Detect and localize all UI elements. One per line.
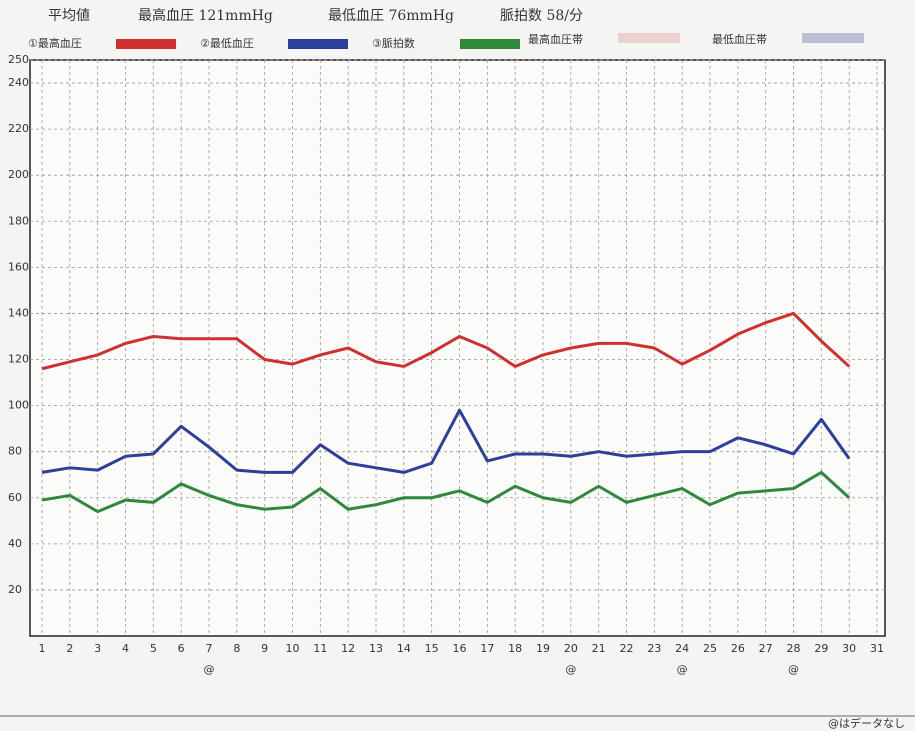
- x-tick-label: 24: [675, 642, 689, 655]
- x-tick-label: 6: [178, 642, 185, 655]
- x-tick-label: 22: [620, 642, 634, 655]
- legend-label: ①最高血圧: [28, 36, 82, 50]
- footer-note: @はデータなし: [828, 716, 905, 730]
- summary-text: 最低血圧 76mmHg: [328, 8, 454, 24]
- x-tick-label: 26: [731, 642, 745, 655]
- y-tick-label: 180: [8, 214, 29, 227]
- x-tick-label: 5: [150, 642, 157, 655]
- x-tick-label: 31: [870, 642, 884, 655]
- y-tick-label: 250: [8, 53, 29, 66]
- x-tick-label: 15: [425, 642, 439, 655]
- summary-text: 最高血圧 121mmHg: [138, 7, 273, 24]
- x-tick-label: 18: [508, 642, 522, 655]
- series-line: [41, 408, 851, 474]
- x-tick-label: 20: [564, 642, 578, 655]
- y-tick-label: 140: [8, 306, 29, 319]
- x-tick-label: 7: [206, 642, 213, 655]
- legend-swatch: [618, 33, 680, 43]
- y-tick-label: 160: [8, 260, 29, 273]
- y-tick-label: 100: [8, 399, 29, 412]
- plot-frame: [29, 59, 886, 637]
- y-tick-label: 240: [8, 76, 29, 89]
- x-tick-label: 17: [480, 642, 494, 655]
- x-tick-label: 8: [233, 642, 240, 655]
- x-tick-label: 3: [94, 642, 101, 655]
- legend-swatch: [802, 33, 864, 43]
- y-tick-label: 40: [8, 537, 22, 550]
- x-tick-label: 21: [592, 642, 606, 655]
- missing-marker: @: [788, 663, 799, 676]
- legend-swatch: [460, 39, 520, 49]
- summary-text: 脈拍数 58/分: [500, 8, 583, 24]
- x-tick-label: 27: [759, 642, 773, 655]
- x-tick-label: 10: [286, 642, 300, 655]
- x-tick-label: 4: [122, 642, 129, 655]
- x-tick-label: 14: [397, 642, 411, 655]
- missing-marker: @: [204, 663, 215, 676]
- x-tick-label: 11: [313, 642, 327, 655]
- y-tick-label: 20: [8, 583, 22, 596]
- series-line: [41, 311, 851, 371]
- missing-marker: @: [677, 663, 688, 676]
- legend-label: ②最低血圧: [200, 36, 254, 50]
- y-tick-label: 200: [8, 168, 29, 181]
- y-tick-label: 220: [8, 122, 29, 135]
- missing-marker: @: [565, 663, 576, 676]
- legend-label: ③脈拍数: [372, 36, 415, 50]
- x-tick-label: 19: [536, 642, 550, 655]
- summary-text: 平均値: [48, 8, 90, 24]
- x-tick-label: 1: [39, 642, 46, 655]
- x-tick-label: 25: [703, 642, 717, 655]
- series-line: [41, 470, 851, 514]
- x-tick-label: 13: [369, 642, 383, 655]
- x-tick-label: 12: [341, 642, 355, 655]
- legend-label: 最低血圧帯: [712, 32, 767, 46]
- x-tick-label: 30: [842, 642, 856, 655]
- x-tick-label: 23: [647, 642, 661, 655]
- legend-swatch: [116, 39, 176, 49]
- y-tick-label: 60: [8, 491, 22, 504]
- x-tick-label: 28: [787, 642, 801, 655]
- x-tick-label: 29: [814, 642, 828, 655]
- legend-swatch: [288, 39, 348, 49]
- y-tick-label: 80: [8, 445, 22, 458]
- y-tick-label: 120: [8, 353, 29, 366]
- x-tick-label: 9: [261, 642, 268, 655]
- x-tick-label: 2: [66, 642, 73, 655]
- legend-label: 最高血圧帯: [528, 32, 583, 46]
- x-tick-label: 16: [453, 642, 467, 655]
